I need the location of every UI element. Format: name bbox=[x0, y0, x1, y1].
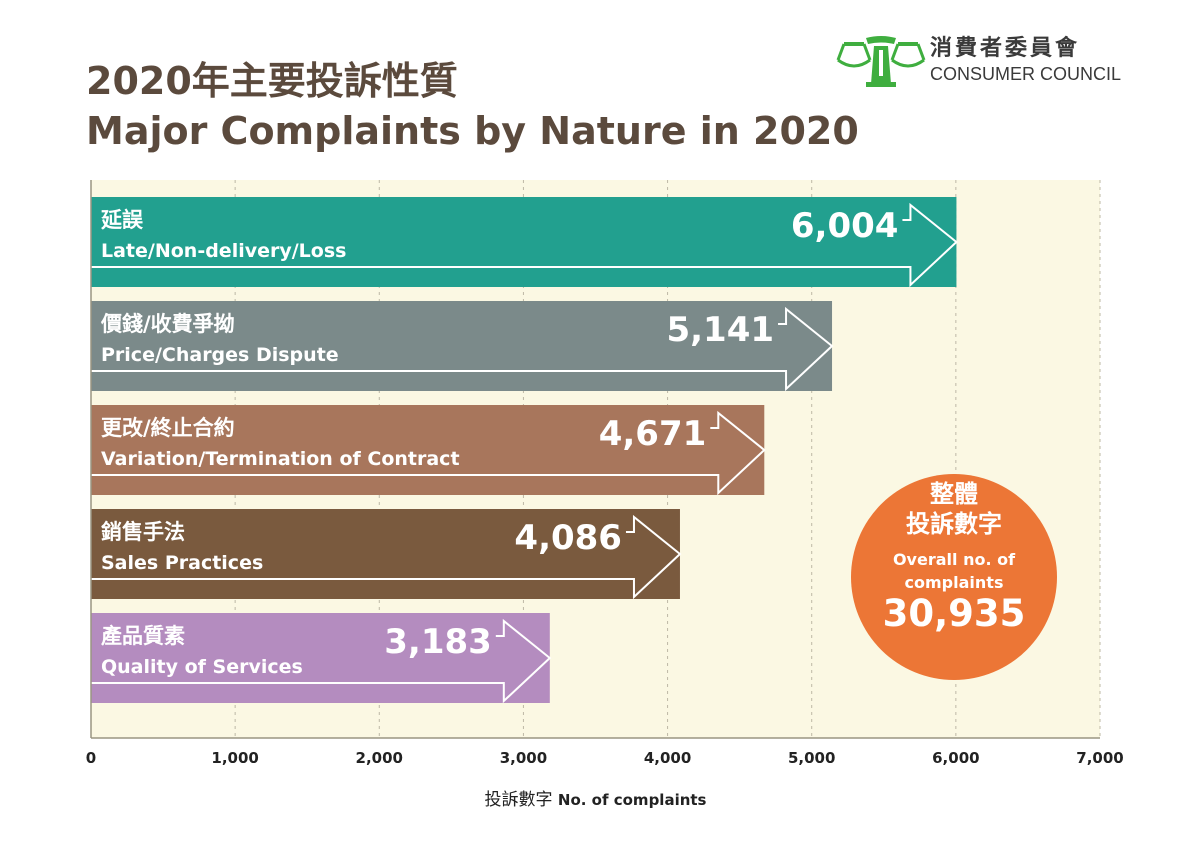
bar bbox=[91, 509, 680, 599]
bar-label-chinese: 銷售手法 bbox=[101, 520, 185, 544]
logo-name-english: CONSUMER COUNCIL bbox=[930, 64, 1122, 84]
bar bbox=[91, 613, 550, 703]
consumer-council-logo: 消費者委員會 CONSUMER COUNCIL bbox=[836, 36, 1146, 88]
bar-arrow-outline bbox=[91, 618, 552, 704]
bar-group: 價錢/收費爭拗 Price/Charges Dispute 5,141 bbox=[91, 301, 834, 392]
bar-group: 產品質素 Quality of Services 3,183 bbox=[91, 613, 552, 704]
bar-label-chinese: 延誤 bbox=[100, 208, 144, 232]
bar-arrow-outline bbox=[91, 514, 682, 600]
chart-title-chinese: 2020年主要投訴性質 bbox=[86, 59, 458, 103]
bar-label-chinese: 價錢/收費爭拗 bbox=[100, 312, 235, 336]
x-axis-title-english: No. of complaints bbox=[557, 791, 707, 809]
bar-value-label: 4,671 bbox=[599, 414, 707, 454]
bar-label-english: Sales Practices bbox=[101, 552, 263, 574]
bar-group: 更改/終止合約 Variation/Termination of Contract… bbox=[91, 405, 766, 496]
x-tick-label: 0 bbox=[86, 749, 96, 767]
bar-label-chinese: 更改/終止合約 bbox=[101, 416, 235, 440]
bar bbox=[91, 405, 765, 495]
bar-value-label: 5,141 bbox=[666, 310, 774, 350]
overall-label-chinese-line2: 投訴數字 bbox=[906, 510, 1002, 538]
bar bbox=[91, 197, 957, 287]
x-tick-label: 2,000 bbox=[356, 749, 403, 767]
bar-arrow-outline bbox=[91, 306, 834, 392]
bar-value-label: 4,086 bbox=[514, 518, 622, 558]
x-tick-label: 5,000 bbox=[788, 749, 835, 767]
bar-label-english: Quality of Services bbox=[101, 656, 303, 678]
chart-title-english: Major Complaints by Nature in 2020 bbox=[86, 109, 859, 153]
logo-name-chinese: 消費者委員會 bbox=[930, 36, 1081, 61]
overall-complaints-value: 30,935 bbox=[882, 592, 1026, 635]
bar-label-chinese: 產品質素 bbox=[101, 624, 185, 648]
x-axis-title: 投訴數字 No. of complaints bbox=[0, 785, 1191, 810]
x-tick-label: 4,000 bbox=[644, 749, 691, 767]
overall-complaints-badge: 整體 投訴數字 Overall no. of complaints 30,935 bbox=[851, 474, 1057, 680]
x-tick-label: 3,000 bbox=[500, 749, 547, 767]
x-axis-title-chinese: 投訴數字 bbox=[484, 790, 553, 810]
bar-label-english: Variation/Termination of Contract bbox=[101, 448, 460, 470]
x-tick-label: 7,000 bbox=[1076, 749, 1123, 767]
overall-label-english: Overall no. of complaints bbox=[892, 550, 1016, 592]
bar-arrow-outline bbox=[91, 202, 958, 288]
x-tick-label: 1,000 bbox=[211, 749, 258, 767]
bar-group: 銷售手法 Sales Practices 4,086 bbox=[91, 509, 682, 600]
bar-label-english: Price/Charges Dispute bbox=[101, 344, 339, 366]
overall-label-chinese-line1: 整體 bbox=[930, 480, 978, 508]
x-tick-label: 6,000 bbox=[932, 749, 979, 767]
bar-arrow-outline bbox=[91, 410, 766, 496]
bar-group: 延誤 Late/Non-delivery/Loss 6,004 bbox=[91, 197, 958, 288]
scales-of-justice-icon bbox=[836, 36, 926, 87]
bar-value-label: 6,004 bbox=[791, 206, 899, 246]
bar-value-label: 3,183 bbox=[384, 622, 492, 662]
bar-label-english: Late/Non-delivery/Loss bbox=[101, 240, 346, 262]
bar bbox=[91, 301, 833, 391]
